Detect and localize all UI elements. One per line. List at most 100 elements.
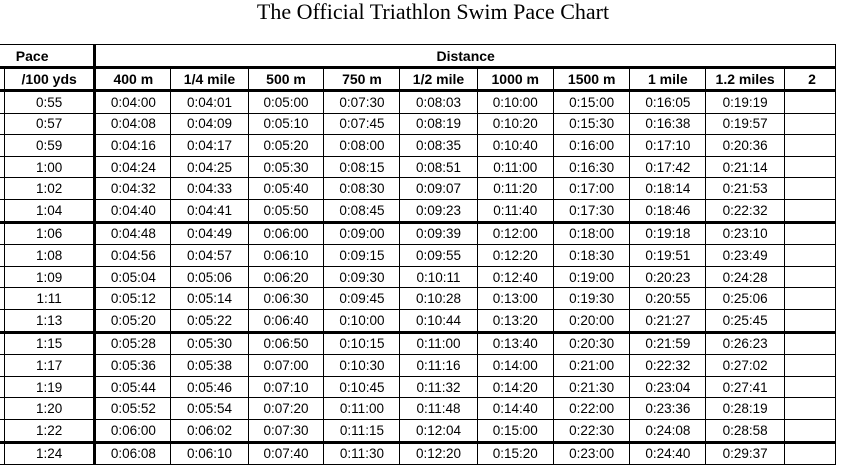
table-cell: 0:08:03 bbox=[399, 90, 478, 114]
table-cell: 0:19:30 bbox=[552, 287, 631, 310]
table-cell: 0:21:53 bbox=[705, 177, 785, 200]
table-cell bbox=[783, 112, 837, 136]
table-cell: 0:15:00 bbox=[476, 418, 554, 443]
table-cell: 0:05:20 bbox=[247, 134, 325, 157]
table-cell: 1:00 bbox=[4, 155, 96, 179]
table-cell: 0:08:51 bbox=[399, 155, 478, 179]
table-cell: 0:05:52 bbox=[93, 397, 172, 420]
table-cell: 0:29:37 bbox=[705, 440, 785, 465]
table-cell: 0:06:40 bbox=[247, 308, 325, 333]
table-cell: 0:59 bbox=[4, 134, 96, 157]
table-cell: 0:04:17 bbox=[170, 134, 249, 157]
table-cell: 0:05:30 bbox=[170, 330, 249, 356]
table-cell: 0:06:02 bbox=[170, 418, 249, 443]
table-cell: 0:05:06 bbox=[170, 265, 249, 289]
table-cell: 0:04:00 bbox=[93, 90, 172, 114]
column-header: 750 m bbox=[323, 67, 401, 92]
table-cell: 0:26:23 bbox=[705, 330, 785, 356]
table-cell: 0:06:00 bbox=[247, 220, 325, 246]
table-cell: 0:22:30 bbox=[552, 418, 631, 443]
table-cell bbox=[783, 287, 837, 310]
column-header: 2 bbox=[783, 67, 837, 92]
table-cell: 0:21:59 bbox=[629, 330, 707, 356]
table-cell: 0:09:45 bbox=[323, 287, 401, 310]
table-cell: 0:04:16 bbox=[93, 134, 172, 157]
table-cell: 0:05:04 bbox=[93, 265, 172, 289]
table-row: 1:09 0:05:04 0:05:06 0:06:20 0:09:30 0:10:11 0… bbox=[0, 265, 837, 289]
table-cell: 0:23:49 bbox=[705, 244, 785, 267]
table-cell: 0:16:00 bbox=[552, 134, 631, 157]
table-cell: 0:07:20 bbox=[247, 397, 325, 420]
column-header: 1/2 mile bbox=[399, 67, 478, 92]
table-cell: 0:18:00 bbox=[552, 220, 631, 246]
table-cell bbox=[783, 155, 837, 179]
table-cell: 0:19:51 bbox=[629, 244, 707, 267]
table-cell: 0:05:40 bbox=[247, 177, 325, 200]
table-cell: 0:05:12 bbox=[93, 287, 172, 310]
table-body: 0:55 0:04:00 0:04:01 0:05:00 0:07:30 0:08:03 0… bbox=[0, 90, 837, 465]
table-cell: 0:15:00 bbox=[552, 90, 631, 114]
table-cell: 0:22:00 bbox=[552, 397, 631, 420]
table-cell: 0:17:10 bbox=[629, 134, 707, 157]
pace-group-header: Pace bbox=[0, 44, 96, 69]
table-cell: 1:24 bbox=[4, 440, 96, 465]
column-header: 1/4 mile bbox=[170, 67, 249, 92]
table-cell: 0:09:30 bbox=[323, 265, 401, 289]
column-header: 1.2 miles bbox=[705, 67, 785, 92]
table-cell: 0:18:14 bbox=[629, 177, 707, 200]
table-cell: 0:25:45 bbox=[705, 308, 785, 333]
table-cell: 0:12:20 bbox=[399, 440, 478, 465]
table-cell: 0:17:42 bbox=[629, 155, 707, 179]
distance-group-header: Distance bbox=[93, 44, 836, 69]
table-row: 1:00 0:04:24 0:04:25 0:05:30 0:08:15 0:08:51 0… bbox=[0, 155, 837, 179]
table-cell: 0:23:00 bbox=[552, 440, 631, 465]
table-cell: 0:21:27 bbox=[629, 308, 707, 333]
table-cell: 0:10:40 bbox=[476, 134, 554, 157]
table-row: 0:59 0:04:16 0:04:17 0:05:20 0:08:00 0:08:35 0… bbox=[0, 134, 837, 157]
table-cell bbox=[783, 330, 837, 356]
table-row: 1:11 0:05:12 0:05:14 0:06:30 0:09:45 0:10:28 0… bbox=[0, 287, 837, 310]
table-cell bbox=[783, 265, 837, 289]
table-cell: 0:23:04 bbox=[629, 375, 707, 399]
table-cell: 0:04:25 bbox=[170, 155, 249, 179]
table-cell: 0:19:57 bbox=[705, 112, 785, 136]
table-cell: 0:05:30 bbox=[247, 155, 325, 179]
table-cell: 0:57 bbox=[4, 112, 96, 136]
table-cell: 0:17:00 bbox=[552, 177, 631, 200]
table-cell: 0:05:44 bbox=[93, 375, 172, 399]
table-cell: 0:16:30 bbox=[552, 155, 631, 179]
table-cell: 0:21:14 bbox=[705, 155, 785, 179]
table-cell: 0:28:19 bbox=[705, 397, 785, 420]
table-cell: 0:27:41 bbox=[705, 375, 785, 399]
table-cell: 0:20:00 bbox=[552, 308, 631, 333]
table-cell: 1:13 bbox=[4, 308, 96, 333]
table-cell: 0:08:19 bbox=[399, 112, 478, 136]
table-cell: 0:09:39 bbox=[399, 220, 478, 246]
table-cell: 0:11:20 bbox=[476, 177, 554, 200]
table-cell: 0:12:20 bbox=[476, 244, 554, 267]
column-header: 1000 m bbox=[476, 67, 554, 92]
table-cell: 0:12:40 bbox=[476, 265, 554, 289]
table-cell: 0:19:18 bbox=[629, 220, 707, 246]
table-cell: 0:10:00 bbox=[323, 308, 401, 333]
table-cell: 0:20:36 bbox=[705, 134, 785, 157]
table-cell: 1:02 bbox=[4, 177, 96, 200]
table-cell: 0:10:45 bbox=[323, 375, 401, 399]
table-cell: 0:05:50 bbox=[247, 198, 325, 223]
table-cell: 0:05:36 bbox=[93, 354, 172, 377]
table-cell: 0:13:20 bbox=[476, 308, 554, 333]
table-cell: 0:21:00 bbox=[552, 354, 631, 377]
table-row: 1:24 0:06:08 0:06:10 0:07:40 0:11:30 0:12:20 0… bbox=[0, 440, 837, 465]
table-cell: 0:07:40 bbox=[247, 440, 325, 465]
table-cell: 1:06 bbox=[4, 220, 96, 246]
table-cell: 0:04:09 bbox=[170, 112, 249, 136]
table-cell: 0:11:30 bbox=[323, 440, 401, 465]
table-row: 1:04 0:04:40 0:04:41 0:05:50 0:08:45 0:09:23 0… bbox=[0, 198, 837, 223]
table-cell: 0:25:06 bbox=[705, 287, 785, 310]
table-cell bbox=[783, 177, 837, 200]
table-cell: 0:05:22 bbox=[170, 308, 249, 333]
column-header: /100 yds bbox=[4, 67, 96, 92]
table-cell: 0:55 bbox=[4, 90, 96, 114]
table-cell bbox=[783, 440, 837, 465]
table-cell: 0:11:15 bbox=[323, 418, 401, 443]
